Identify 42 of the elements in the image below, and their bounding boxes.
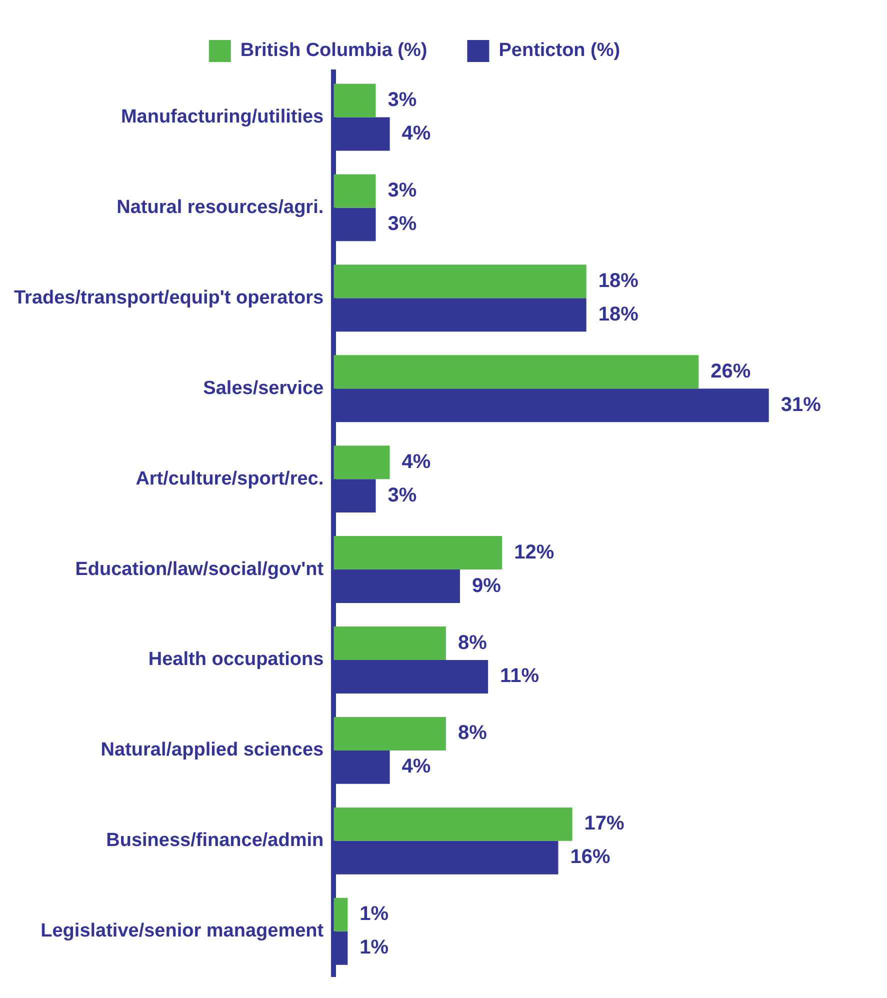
data-label: 3% [388, 89, 417, 112]
data-label: 16% [570, 846, 611, 868]
y-tick-label: Manufacturing/utilities [120, 106, 324, 128]
bar [334, 174, 376, 208]
data-label: 3% [388, 179, 417, 202]
data-label: 3% [388, 484, 417, 506]
y-tick-label: Trades/transport/equip't operators [14, 287, 324, 308]
data-label: 12% [514, 541, 554, 564]
bar [334, 536, 502, 570]
data-label: 26% [710, 360, 751, 382]
data-label: 18% [598, 303, 639, 326]
data-label: 1% [360, 903, 389, 926]
y-tick-label: Art/culture/sport/rec. [136, 468, 324, 490]
bar [334, 264, 586, 298]
data-label: 11% [500, 665, 540, 688]
y-tick-label: Natural resources/agri. [116, 196, 324, 218]
y-tick-label: Natural/applied sciences [100, 740, 324, 761]
bar [334, 626, 446, 660]
y-tick-label: Legislative/senior management [40, 920, 324, 942]
bar [334, 355, 699, 389]
data-label: 31% [780, 394, 822, 416]
bar [334, 898, 348, 932]
bar [334, 446, 390, 480]
data-label: 8% [458, 722, 488, 744]
data-label: 9% [472, 574, 502, 597]
bar [334, 807, 572, 841]
data-label: 4% [402, 756, 431, 778]
y-tick-label: Sales/service [203, 378, 324, 399]
data-label: 3% [388, 212, 417, 235]
data-label: 17% [584, 812, 625, 835]
y-tick-label: Business/finance/admin [106, 830, 324, 852]
data-label: 8% [458, 632, 488, 654]
data-label: 4% [402, 122, 431, 144]
data-label: 18% [598, 270, 639, 292]
bar [334, 716, 446, 750]
y-tick-label: Health occupations [148, 649, 324, 670]
legend-label: Penticton (%) [498, 40, 620, 62]
legend-label: British Columbia (%) [240, 40, 428, 62]
y-tick-label: Education/law/social/gov'nt [75, 558, 324, 580]
bar [334, 84, 376, 118]
data-label: 4% [402, 450, 431, 473]
data-label: 1% [360, 936, 389, 959]
